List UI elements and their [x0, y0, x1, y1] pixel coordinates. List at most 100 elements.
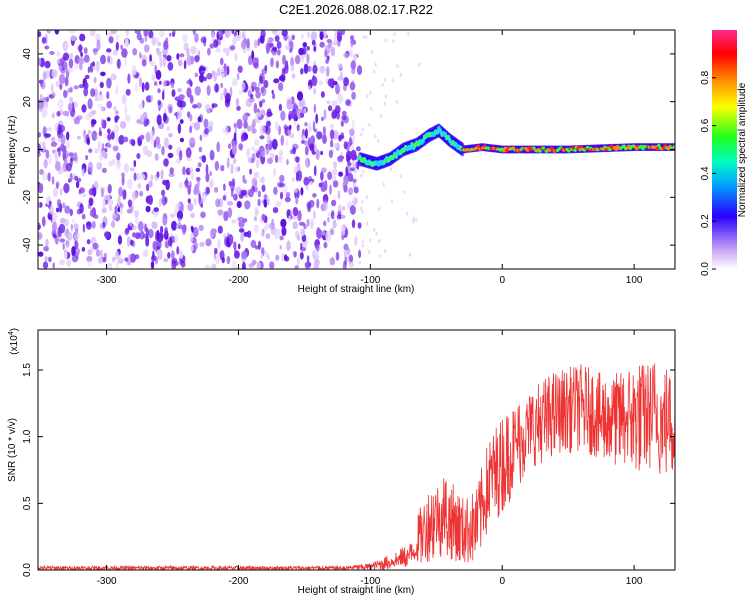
noise-blob: [42, 261, 49, 269]
noise-blob: [96, 39, 101, 51]
noise-blob: [340, 30, 346, 36]
noise-blob: [237, 216, 244, 222]
noise-blob: [313, 103, 317, 114]
noise-blob: [58, 203, 63, 213]
noise-blob: [203, 118, 209, 129]
noise-blob: [114, 110, 120, 115]
noise-blob: [116, 152, 121, 161]
noise-blob: [350, 60, 356, 70]
noise-blob: [182, 166, 186, 176]
noise-blob: [154, 153, 159, 161]
noise-blob: [248, 55, 253, 66]
noise-blob: [296, 91, 304, 101]
noise-blob: [304, 145, 309, 156]
noise-blob: [360, 132, 363, 137]
noise-blob: [300, 68, 304, 75]
noise-blob: [138, 103, 143, 110]
noise-blob: [136, 153, 141, 159]
noise-blob: [326, 100, 331, 105]
snr-panel: -300 -200 -100 0 100 0.0 0.5 1.0 1.5 Height of …: [7, 328, 676, 596]
noise-blob: [92, 242, 99, 250]
noise-blob: [395, 99, 399, 104]
noise-blob: [280, 73, 286, 83]
noise-blob: [284, 196, 291, 203]
noise-blob: [39, 141, 43, 146]
signal-point: [622, 144, 626, 148]
noise-blob: [259, 35, 265, 44]
noise-blob: [237, 65, 243, 73]
noise-blob: [332, 180, 339, 188]
noise-blob: [91, 119, 97, 125]
noise-blob: [384, 38, 387, 43]
noise-blob: [261, 68, 268, 75]
noise-blob: [304, 261, 311, 269]
noise-blob: [226, 65, 230, 76]
noise-blob: [336, 32, 343, 43]
noise-blob: [347, 247, 351, 255]
noise-blob: [121, 94, 127, 105]
noise-blob: [70, 223, 74, 231]
noise-blob: [74, 63, 79, 71]
noise-blob: [50, 83, 54, 94]
noise-blob: [291, 108, 297, 120]
noise-blob: [361, 243, 365, 248]
noise-blob: [167, 152, 174, 159]
noise-blob: [184, 183, 189, 189]
noise-blob: [290, 65, 295, 72]
noise-blob: [170, 250, 175, 260]
noise-blob: [276, 41, 282, 50]
noise-blob: [330, 46, 336, 57]
noise-blob: [354, 197, 358, 205]
noise-blob: [162, 115, 169, 124]
noise-blob: [68, 58, 74, 69]
noise-blob: [144, 44, 150, 53]
noise-blob: [349, 48, 353, 58]
noise-blob: [89, 30, 96, 37]
noise-blob: [120, 44, 124, 50]
noise-blob: [101, 149, 106, 157]
noise-blob: [306, 53, 310, 64]
noise-blob: [220, 92, 224, 101]
noise-blob: [291, 73, 296, 79]
noise-blob: [117, 206, 121, 213]
noise-blob: [150, 261, 155, 269]
noise-blob: [38, 232, 43, 240]
noise-blob: [281, 30, 288, 37]
noise-blob: [194, 33, 199, 43]
noise-blob: [377, 206, 381, 211]
noise-blob: [229, 45, 236, 51]
noise-blob: [211, 31, 215, 43]
noise-blob: [399, 72, 403, 77]
noise-blob: [101, 118, 104, 128]
noise-blob: [106, 198, 114, 207]
noise-blob: [294, 265, 299, 269]
noise-blob: [323, 241, 328, 249]
noise-blob: [51, 212, 58, 222]
noise-blob: [201, 155, 207, 163]
noise-blob: [136, 32, 142, 41]
noise-blob: [259, 135, 265, 140]
noise-blob: [78, 188, 82, 195]
noise-blob: [374, 62, 377, 67]
noise-blob: [62, 52, 70, 61]
noise-blob: [278, 103, 282, 111]
noise-blob: [130, 239, 134, 246]
noise-blob: [327, 216, 330, 223]
noise-blob: [365, 195, 369, 200]
noise-blob: [360, 173, 363, 178]
signal-point: [639, 144, 644, 148]
noise-blob: [250, 239, 257, 249]
noise-blob: [248, 97, 255, 103]
y-tick-label: 1.0: [22, 429, 33, 443]
noise-blob: [331, 221, 338, 228]
noise-blob: [348, 261, 354, 268]
noise-blob: [179, 119, 184, 124]
noise-blob: [64, 205, 71, 214]
noise-blob: [177, 88, 183, 93]
noise-blob: [279, 174, 285, 183]
noise-blob: [70, 34, 77, 41]
noise-blob: [82, 168, 85, 177]
noise-blob: [345, 99, 351, 106]
noise-blob: [226, 201, 234, 206]
noise-blob: [172, 31, 175, 37]
